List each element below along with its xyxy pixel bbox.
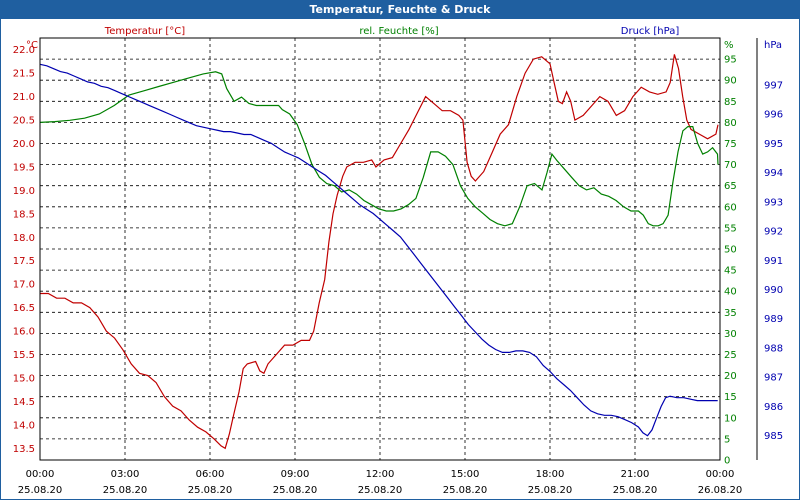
temp-tick-label: 15.0 [13, 373, 35, 384]
temp-tick-label: 14.5 [13, 397, 35, 408]
temp-series-label: Temperatur [°C] [104, 26, 185, 37]
x-tick-date: 25.08.20 [188, 485, 233, 496]
press-tick-label: 985 [764, 431, 783, 442]
x-tick-time: 21:00 [621, 469, 650, 480]
temp-tick-label: 14.0 [13, 420, 35, 431]
hum-tick-label: 70 [724, 160, 737, 171]
press-tick-label: 993 [764, 197, 783, 208]
temp-tick-label: 20.5 [13, 116, 35, 127]
hum-tick-label: 25 [724, 350, 737, 361]
hum-tick-label: 5 [724, 434, 730, 445]
hum-tick-label: 10 [724, 413, 737, 424]
press-tick-label: 995 [764, 139, 783, 150]
temp-tick-label: 16.5 [13, 303, 35, 314]
window-title: Temperatur, Feuchte & Druck [1, 1, 799, 19]
x-tick-date: 26.08.20 [698, 485, 743, 496]
hum-tick-label: 15 [724, 392, 737, 403]
press-tick-label: 989 [764, 314, 783, 325]
x-tick-time: 00:00 [26, 469, 55, 480]
press-tick-label: 992 [764, 227, 783, 238]
hum-tick-label: 40 [724, 287, 737, 298]
temp-tick-label: 16.0 [13, 327, 35, 338]
hum-tick-label: 65 [724, 181, 737, 192]
press-tick-label: 996 [764, 110, 783, 121]
x-tick-time: 18:00 [536, 469, 565, 480]
series-line [39, 71, 719, 227]
grid-lines [39, 38, 721, 461]
press-tick-label: 987 [764, 373, 783, 384]
press-series-label: Druck [hPa] [621, 26, 680, 37]
press-tick-label: 988 [764, 343, 783, 354]
x-tick-date: 25.08.20 [613, 485, 658, 496]
press-tick-label: 994 [764, 168, 783, 179]
press-tick-label: 991 [764, 256, 783, 267]
axis-labels: 13.5 14.0 14.5 15.0 15.5 16.0 16.5 17.0 17.5 18.0… [13, 26, 783, 496]
temp-tick-label: 17.5 [13, 256, 35, 267]
hum-tick-label: 80 [724, 118, 737, 129]
temp-tick-label: 18.0 [13, 233, 35, 244]
x-tick-date: 25.08.20 [273, 485, 318, 496]
series-line [39, 63, 718, 437]
x-tick-time: 12:00 [366, 469, 395, 480]
hum-unit-label: % [724, 40, 734, 51]
temp-tick-label: 18.5 [13, 209, 35, 220]
temp-tick-label: 15.5 [13, 350, 35, 361]
hum-tick-label: 45 [724, 266, 737, 277]
x-tick-time: 03:00 [111, 469, 140, 480]
x-tick-time: 15:00 [451, 469, 480, 480]
hum-tick-label: 60 [724, 202, 737, 213]
x-tick-time: 09:00 [281, 469, 310, 480]
hum-tick-label: 0 [724, 456, 730, 467]
temp-tick-label: 19.5 [13, 162, 35, 173]
hum-tick-label: 35 [724, 308, 737, 319]
temp-tick-label: 20.0 [13, 139, 35, 150]
temp-tick-label: 13.5 [13, 444, 35, 455]
series-layer [39, 54, 719, 450]
hum-tick-label: 75 [724, 139, 737, 150]
hum-tick-label: 90 [724, 76, 737, 87]
hum-tick-label: 95 [724, 55, 737, 66]
x-tick-date: 25.08.20 [528, 485, 573, 496]
plot-border [39, 37, 721, 461]
x-tick-date: 25.08.20 [443, 485, 488, 496]
hum-tick-label: 55 [724, 223, 737, 234]
press-unit-label: hPa [764, 40, 782, 51]
temp-unit-label: °C [26, 40, 38, 51]
press-tick-label: 997 [764, 80, 783, 91]
x-tick-date: 25.08.20 [103, 485, 148, 496]
press-tick-label: 986 [764, 402, 783, 413]
x-tick-date: 25.08.20 [18, 485, 63, 496]
hum-tick-label: 50 [724, 245, 737, 256]
series-line [40, 54, 719, 450]
temp-tick-label: 22.0 [13, 45, 35, 56]
hum-tick-label: 20 [724, 371, 737, 382]
plot-frame [39, 37, 758, 461]
temp-tick-label: 17.0 [13, 280, 35, 291]
press-tick-label: 990 [764, 285, 783, 296]
temp-tick-label: 19.0 [13, 186, 35, 197]
x-tick-date: 25.08.20 [358, 485, 403, 496]
hum-series-label: rel. Feuchte [%] [359, 26, 438, 37]
hum-tick-label: 85 [724, 97, 737, 108]
x-tick-time: 06:00 [196, 469, 225, 480]
x-tick-time: 00:00 [706, 469, 735, 480]
temp-tick-label: 21.5 [13, 69, 35, 80]
hum-tick-label: 30 [724, 329, 737, 340]
temp-tick-label: 21.0 [13, 92, 35, 103]
